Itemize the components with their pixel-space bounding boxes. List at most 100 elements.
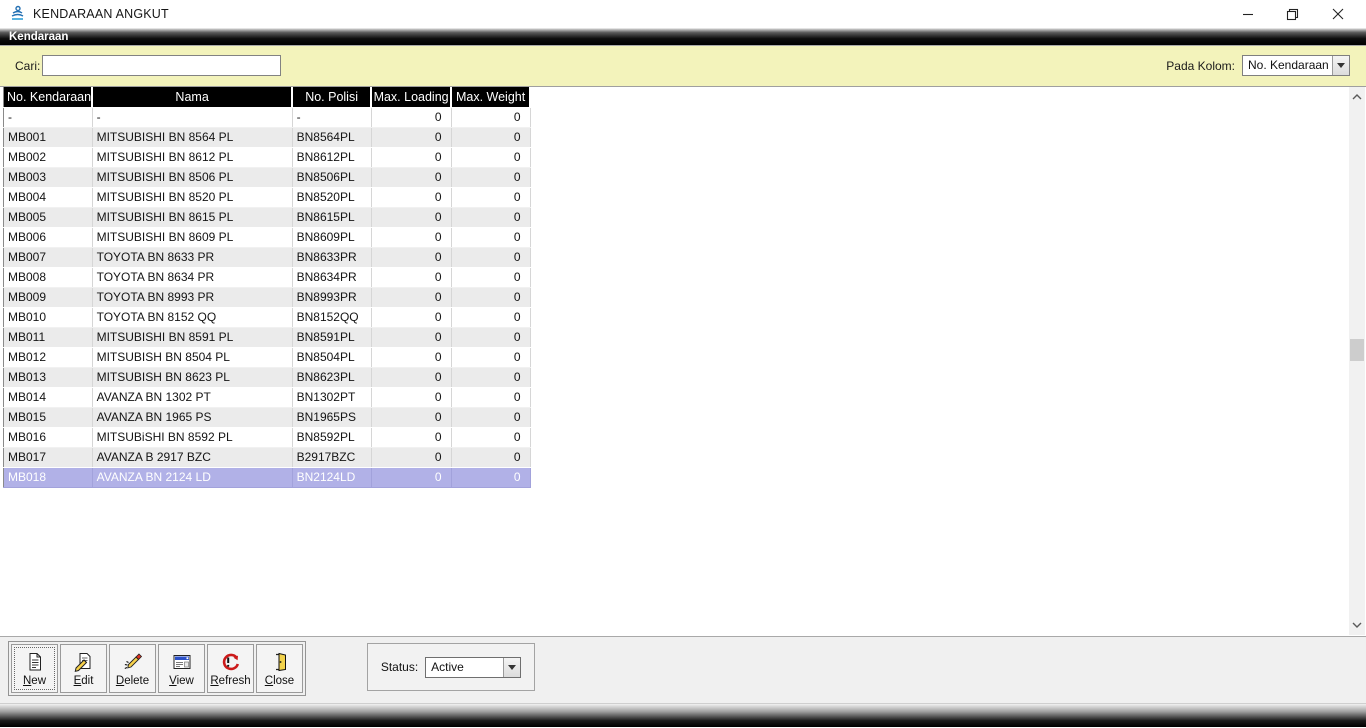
table-cell: MB010	[3, 307, 93, 328]
bottom-toolbar: New Edit Delet	[0, 636, 1366, 703]
column-header-max-weight[interactable]: Max. Weight	[451, 87, 532, 108]
table-cell: MB001	[3, 127, 93, 148]
table-cell: 0	[451, 347, 531, 368]
close-button[interactable]: Close	[256, 644, 303, 693]
menu-item-kendaraan[interactable]: Kendaraan	[9, 31, 69, 43]
table-cell: MB014	[3, 387, 93, 408]
table-cell: MITSUBISHI BN 8612 PL	[92, 147, 293, 168]
table-row[interactable]: MB004 MITSUBISHI BN 8520 PL BN8520PL 0 0	[3, 187, 531, 208]
table-row[interactable]: MB003 MITSUBISHI BN 8506 PL BN8506PL 0 0	[3, 167, 531, 188]
status-dropdown-button[interactable]	[503, 657, 521, 677]
table-header-row: No. Kendaraan Nama No. Polisi Max. Loadi…	[3, 87, 532, 108]
scrollbar-thumb[interactable]	[1350, 339, 1364, 361]
search-column-select[interactable]: No. Kendaraan	[1242, 55, 1350, 76]
table-cell: MITSUBISH BN 8623 PL	[92, 367, 293, 388]
table-row[interactable]: MB012 MITSUBISH BN 8504 PL BN8504PL 0 0	[3, 347, 531, 368]
chevron-down-icon	[508, 664, 517, 670]
table-cell: 0	[451, 447, 531, 468]
column-header-no-kendaraan[interactable]: No. Kendaraan	[3, 87, 94, 108]
view-window-icon	[172, 650, 192, 674]
search-column-dropdown-button[interactable]	[1332, 56, 1349, 75]
column-header-no-polisi[interactable]: No. Polisi	[292, 87, 373, 108]
search-input[interactable]	[42, 55, 281, 76]
table-cell: 0	[451, 227, 531, 248]
search-label: Cari:	[15, 59, 41, 73]
restore-button[interactable]	[1270, 1, 1315, 27]
chevron-down-icon	[1352, 622, 1362, 628]
close-window-button[interactable]	[1315, 1, 1360, 27]
close-icon	[1332, 8, 1343, 20]
table-cell: MB003	[3, 167, 93, 188]
delete-button-label: Delete	[115, 675, 150, 687]
table-cell: MB009	[3, 287, 93, 308]
edit-button-label: Edit	[73, 675, 94, 687]
delete-button[interactable]: Delete	[109, 644, 156, 693]
table-cell: MB016	[3, 427, 93, 448]
table-cell: BN8520PL	[292, 187, 372, 208]
edit-document-icon	[74, 650, 94, 674]
edit-button[interactable]: Edit	[60, 644, 107, 693]
refresh-button[interactable]: Refresh	[207, 644, 254, 693]
table-cell: 0	[371, 207, 452, 228]
table-cell: BN8504PL	[292, 347, 372, 368]
table-row[interactable]: MB007 TOYOTA BN 8633 PR BN8633PR 0 0	[3, 247, 531, 268]
column-header-max-loading[interactable]: Max. Loading	[371, 87, 453, 108]
new-button[interactable]: New	[11, 644, 58, 693]
table-row[interactable]: MB006 MITSUBISHI BN 8609 PL BN8609PL 0 0	[3, 227, 531, 248]
table-row[interactable]: MB014 AVANZA BN 1302 PT BN1302PT 0 0	[3, 387, 531, 408]
table-cell: BN8634PR	[292, 267, 372, 288]
table-cell: BN8592PL	[292, 427, 372, 448]
table-row[interactable]: MB005 MITSUBISHI BN 8615 PL BN8615PL 0 0	[3, 207, 531, 228]
table-cell: 0	[371, 367, 452, 388]
close-door-icon	[270, 650, 290, 674]
table-row[interactable]: MB002 MITSUBISHI BN 8612 PL BN8612PL 0 0	[3, 147, 531, 168]
table-cell: TOYOTA BN 8633 PR	[92, 247, 293, 268]
table-row[interactable]: MB015 AVANZA BN 1965 PS BN1965PS 0 0	[3, 407, 531, 428]
table-cell: BN8993PR	[292, 287, 372, 308]
menu-bar: Kendaraan	[0, 29, 1366, 45]
table-row[interactable]: MB016 MITSUBiSHI BN 8592 PL BN8592PL 0 0	[3, 427, 531, 448]
table-row[interactable]: MB009 TOYOTA BN 8993 PR BN8993PR 0 0	[3, 287, 531, 308]
scroll-up-button[interactable]	[1349, 89, 1365, 105]
table-cell: 0	[451, 207, 531, 228]
status-select[interactable]: Active	[425, 656, 522, 678]
table-cell: 0	[371, 247, 452, 268]
table-cell: BN1965PS	[292, 407, 372, 428]
table-cell: 0	[451, 307, 531, 328]
table-cell: MB005	[3, 207, 93, 228]
table-cell: 0	[371, 307, 452, 328]
table-cell: MB013	[3, 367, 93, 388]
table-cell: MB002	[3, 147, 93, 168]
table-row[interactable]: MB001 MITSUBISHI BN 8564 PL BN8564PL 0 0	[3, 127, 531, 148]
table-cell: -	[92, 107, 293, 128]
table-cell: MITSUBISHI BN 8520 PL	[92, 187, 293, 208]
table-row[interactable]: MB010 TOYOTA BN 8152 QQ BN8152QQ 0 0	[3, 307, 531, 328]
table-row[interactable]: MB017 AVANZA B 2917 BZC B2917BZC 0 0	[3, 447, 531, 468]
column-header-nama[interactable]: Nama	[92, 87, 294, 108]
table-cell: MITSUBISHI BN 8506 PL	[92, 167, 293, 188]
table-cell: 0	[451, 407, 531, 428]
table-row[interactable]: MB011 MITSUBISHI BN 8591 PL BN8591PL 0 0	[3, 327, 531, 348]
table-cell: MB011	[3, 327, 93, 348]
table-cell: 0	[451, 427, 531, 448]
table-cell: 0	[371, 407, 452, 428]
table-cell: -	[3, 107, 93, 128]
scroll-down-button[interactable]	[1349, 617, 1365, 633]
vertical-scrollbar[interactable]	[1349, 87, 1365, 635]
close-button-label: Close	[264, 675, 295, 687]
table-row[interactable]: MB013 MITSUBISH BN 8623 PL BN8623PL 0 0	[3, 367, 531, 388]
table-cell: TOYOTA BN 8152 QQ	[92, 307, 293, 328]
table-row[interactable]: MB008 TOYOTA BN 8634 PR BN8634PR 0 0	[3, 267, 531, 288]
table-row[interactable]: MB018 AVANZA BN 2124 LD BN2124LD 0 0	[3, 467, 531, 488]
table-cell: 0	[371, 447, 452, 468]
table-cell: 0	[371, 287, 452, 308]
table-cell: 0	[371, 467, 452, 488]
view-button[interactable]: View	[158, 644, 205, 693]
table-cell: MB008	[3, 267, 93, 288]
minimize-button[interactable]	[1225, 1, 1270, 27]
table-cell: BN8152QQ	[292, 307, 372, 328]
table-cell: MITSUBISHI BN 8615 PL	[92, 207, 293, 228]
table-cell: 0	[371, 327, 452, 348]
table-cell: 0	[451, 327, 531, 348]
